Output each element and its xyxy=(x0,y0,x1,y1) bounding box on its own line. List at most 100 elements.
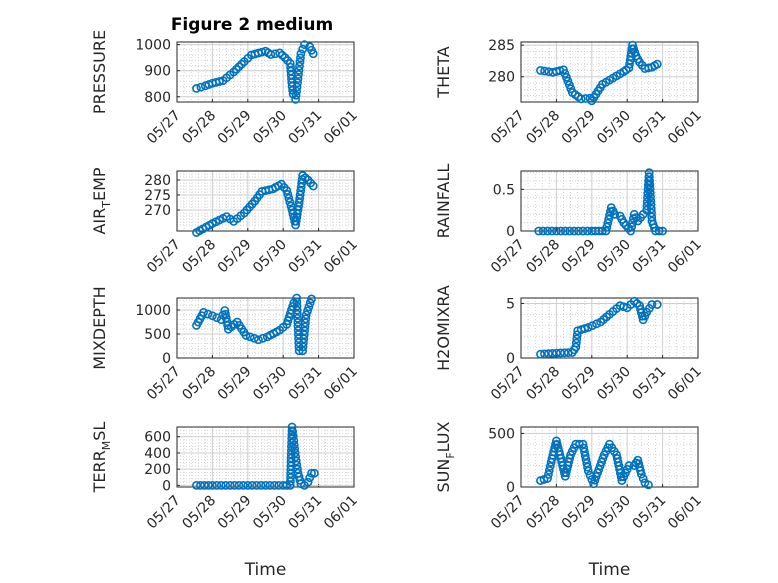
data-point xyxy=(192,84,201,93)
x-axis-label: Time xyxy=(244,560,287,580)
data-point xyxy=(536,66,545,75)
data-point xyxy=(646,192,655,202)
data-point xyxy=(256,480,266,490)
data-point xyxy=(298,346,308,356)
data-point xyxy=(269,480,279,490)
y-axis-label: H2OMIXRA xyxy=(434,285,453,371)
data-point xyxy=(290,444,300,454)
data-point xyxy=(307,468,316,478)
data-point xyxy=(216,480,226,490)
data-point xyxy=(646,204,656,214)
data-point xyxy=(538,226,548,236)
data-point xyxy=(626,226,636,236)
data-point xyxy=(225,480,235,490)
y-tick-label: 0 xyxy=(506,224,515,240)
data-point xyxy=(292,86,301,96)
y-axis-label: SUNFLUX xyxy=(434,421,457,492)
data-point xyxy=(287,422,297,432)
data-point xyxy=(603,218,613,228)
data-point xyxy=(301,310,311,320)
data-point xyxy=(234,480,244,490)
data-point xyxy=(291,452,300,462)
data-point xyxy=(544,470,553,479)
data-point xyxy=(565,454,575,463)
data-point xyxy=(300,322,310,332)
y-tick-label: 500 xyxy=(488,426,515,442)
data-point xyxy=(645,188,655,198)
data-point xyxy=(212,480,222,490)
y-tick-label: 280 xyxy=(488,70,515,86)
data-point xyxy=(299,330,309,340)
data-point xyxy=(301,318,310,328)
data-point xyxy=(565,226,575,236)
series-markers xyxy=(534,168,667,236)
data-point xyxy=(293,330,303,339)
data-point xyxy=(258,333,268,343)
y-tick-label: 0.5 xyxy=(493,182,515,198)
data-point xyxy=(299,334,309,344)
series-markers xyxy=(192,171,318,237)
data-point xyxy=(291,90,301,100)
y-tick-label: 200 xyxy=(144,462,171,478)
y-tick-label: 0 xyxy=(162,351,171,367)
data-point xyxy=(647,300,657,309)
data-point xyxy=(583,462,592,472)
axes-frame xyxy=(176,297,355,359)
data-point xyxy=(249,333,259,343)
data-point xyxy=(305,473,315,483)
data-point xyxy=(295,57,305,67)
data-point xyxy=(544,465,554,475)
data-point xyxy=(601,226,611,236)
data-point xyxy=(290,448,300,458)
data-point xyxy=(560,226,570,236)
data-point xyxy=(282,186,292,195)
y-tick-label: 500 xyxy=(144,327,171,343)
data-point xyxy=(207,480,217,490)
data-point xyxy=(296,53,305,63)
data-point xyxy=(587,321,597,331)
data-point xyxy=(215,77,224,86)
data-point xyxy=(308,49,318,59)
data-point xyxy=(652,300,662,309)
y-tick-label: 1000 xyxy=(135,38,171,54)
data-point xyxy=(303,306,312,316)
data-point xyxy=(308,181,318,191)
data-point xyxy=(647,208,656,218)
y-tick-label: 0 xyxy=(162,478,171,494)
series-markers xyxy=(536,436,653,490)
data-point xyxy=(583,323,593,332)
series-markers xyxy=(192,293,316,356)
data-point xyxy=(285,197,295,207)
data-point xyxy=(644,480,653,490)
y-tick-label: 0 xyxy=(506,480,515,496)
data-point xyxy=(583,466,593,476)
y-tick-label: 285 xyxy=(488,38,515,54)
data-point xyxy=(292,297,302,307)
data-point xyxy=(289,440,299,450)
data-point xyxy=(658,226,667,236)
y-axis-label: PRESSURE xyxy=(90,30,109,114)
y-tick-label: 275 xyxy=(144,188,171,204)
data-point xyxy=(610,209,620,219)
data-point xyxy=(288,427,298,436)
data-point xyxy=(627,222,637,232)
axes-frame xyxy=(176,426,355,488)
data-point xyxy=(646,200,656,210)
y-tick-label: 0 xyxy=(506,351,515,367)
data-point xyxy=(572,334,582,344)
data-point xyxy=(307,294,316,304)
data-point xyxy=(292,301,302,311)
data-point xyxy=(243,480,253,490)
data-point xyxy=(288,431,298,441)
data-point xyxy=(293,309,302,319)
y-tick-label: 5 xyxy=(506,296,515,312)
data-point xyxy=(295,475,305,485)
series-markers xyxy=(192,422,319,490)
data-point xyxy=(295,61,304,71)
data-point xyxy=(229,67,239,77)
data-point xyxy=(540,66,549,76)
series-markers xyxy=(192,40,318,104)
data-point xyxy=(534,226,544,236)
